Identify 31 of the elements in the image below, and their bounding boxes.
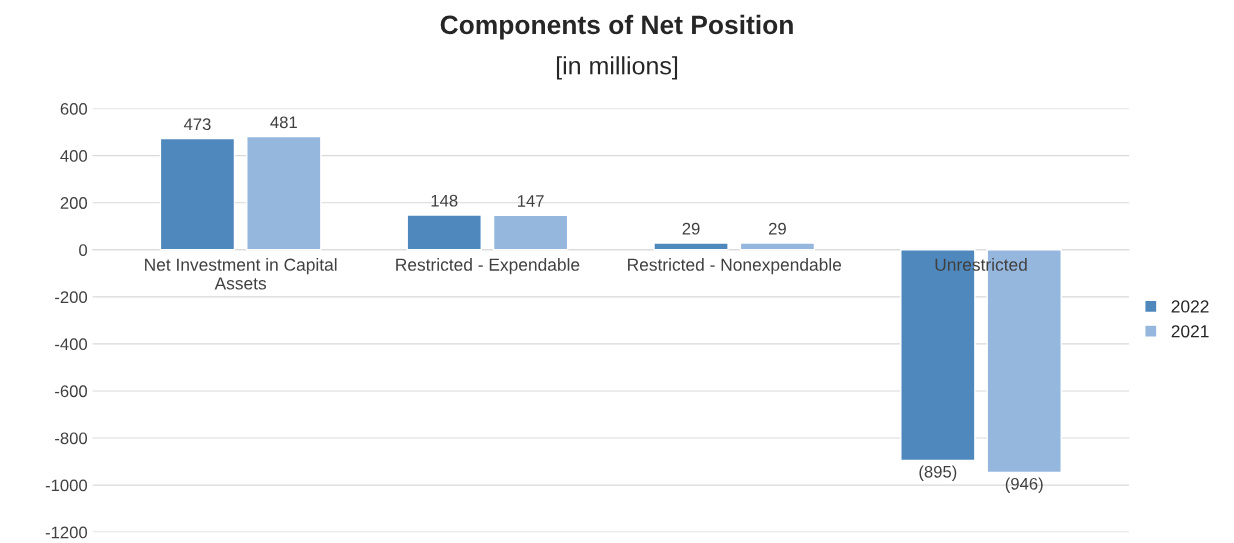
y-tick-label: 0 bbox=[79, 244, 88, 256]
legend-label: 2021 bbox=[1171, 325, 1209, 338]
data-label: 29 bbox=[682, 222, 700, 235]
y-tick-label: -600 bbox=[55, 385, 88, 398]
chart-subtitle: [in millions] bbox=[556, 56, 678, 80]
y-tick-label: 600 bbox=[60, 103, 88, 115]
data-label: 147 bbox=[517, 195, 544, 207]
y-tick-label: -800 bbox=[55, 432, 88, 445]
data-label: 29 bbox=[768, 222, 786, 235]
bar bbox=[406, 214, 482, 251]
bar bbox=[492, 214, 569, 251]
y-tick-label: -1000 bbox=[45, 479, 88, 492]
legend-label: 2022 bbox=[1171, 300, 1209, 313]
bar bbox=[246, 135, 322, 251]
y-tick-label: 400 bbox=[60, 150, 88, 162]
bar bbox=[739, 242, 816, 251]
x-tick-label: Restricted - Expendable bbox=[396, 258, 580, 275]
data-label: 473 bbox=[183, 118, 211, 131]
bar bbox=[653, 242, 729, 251]
y-tick-label: -400 bbox=[55, 338, 88, 351]
x-tick-label: Restricted - Nonexpendable bbox=[628, 258, 842, 275]
y-tick-label: 200 bbox=[60, 197, 88, 209]
y-tick-label: -1200 bbox=[45, 526, 88, 539]
bar bbox=[159, 137, 236, 251]
x-tick-label: Net Investment in Capital Assets bbox=[145, 258, 337, 290]
data-label: 148 bbox=[431, 194, 458, 207]
y-tick-label: -200 bbox=[55, 291, 88, 304]
data-label: (946) bbox=[1005, 477, 1043, 493]
data-label: 481 bbox=[270, 116, 297, 129]
data-label: (895) bbox=[919, 465, 957, 481]
chart-title: Components of Net Position bbox=[440, 14, 793, 40]
